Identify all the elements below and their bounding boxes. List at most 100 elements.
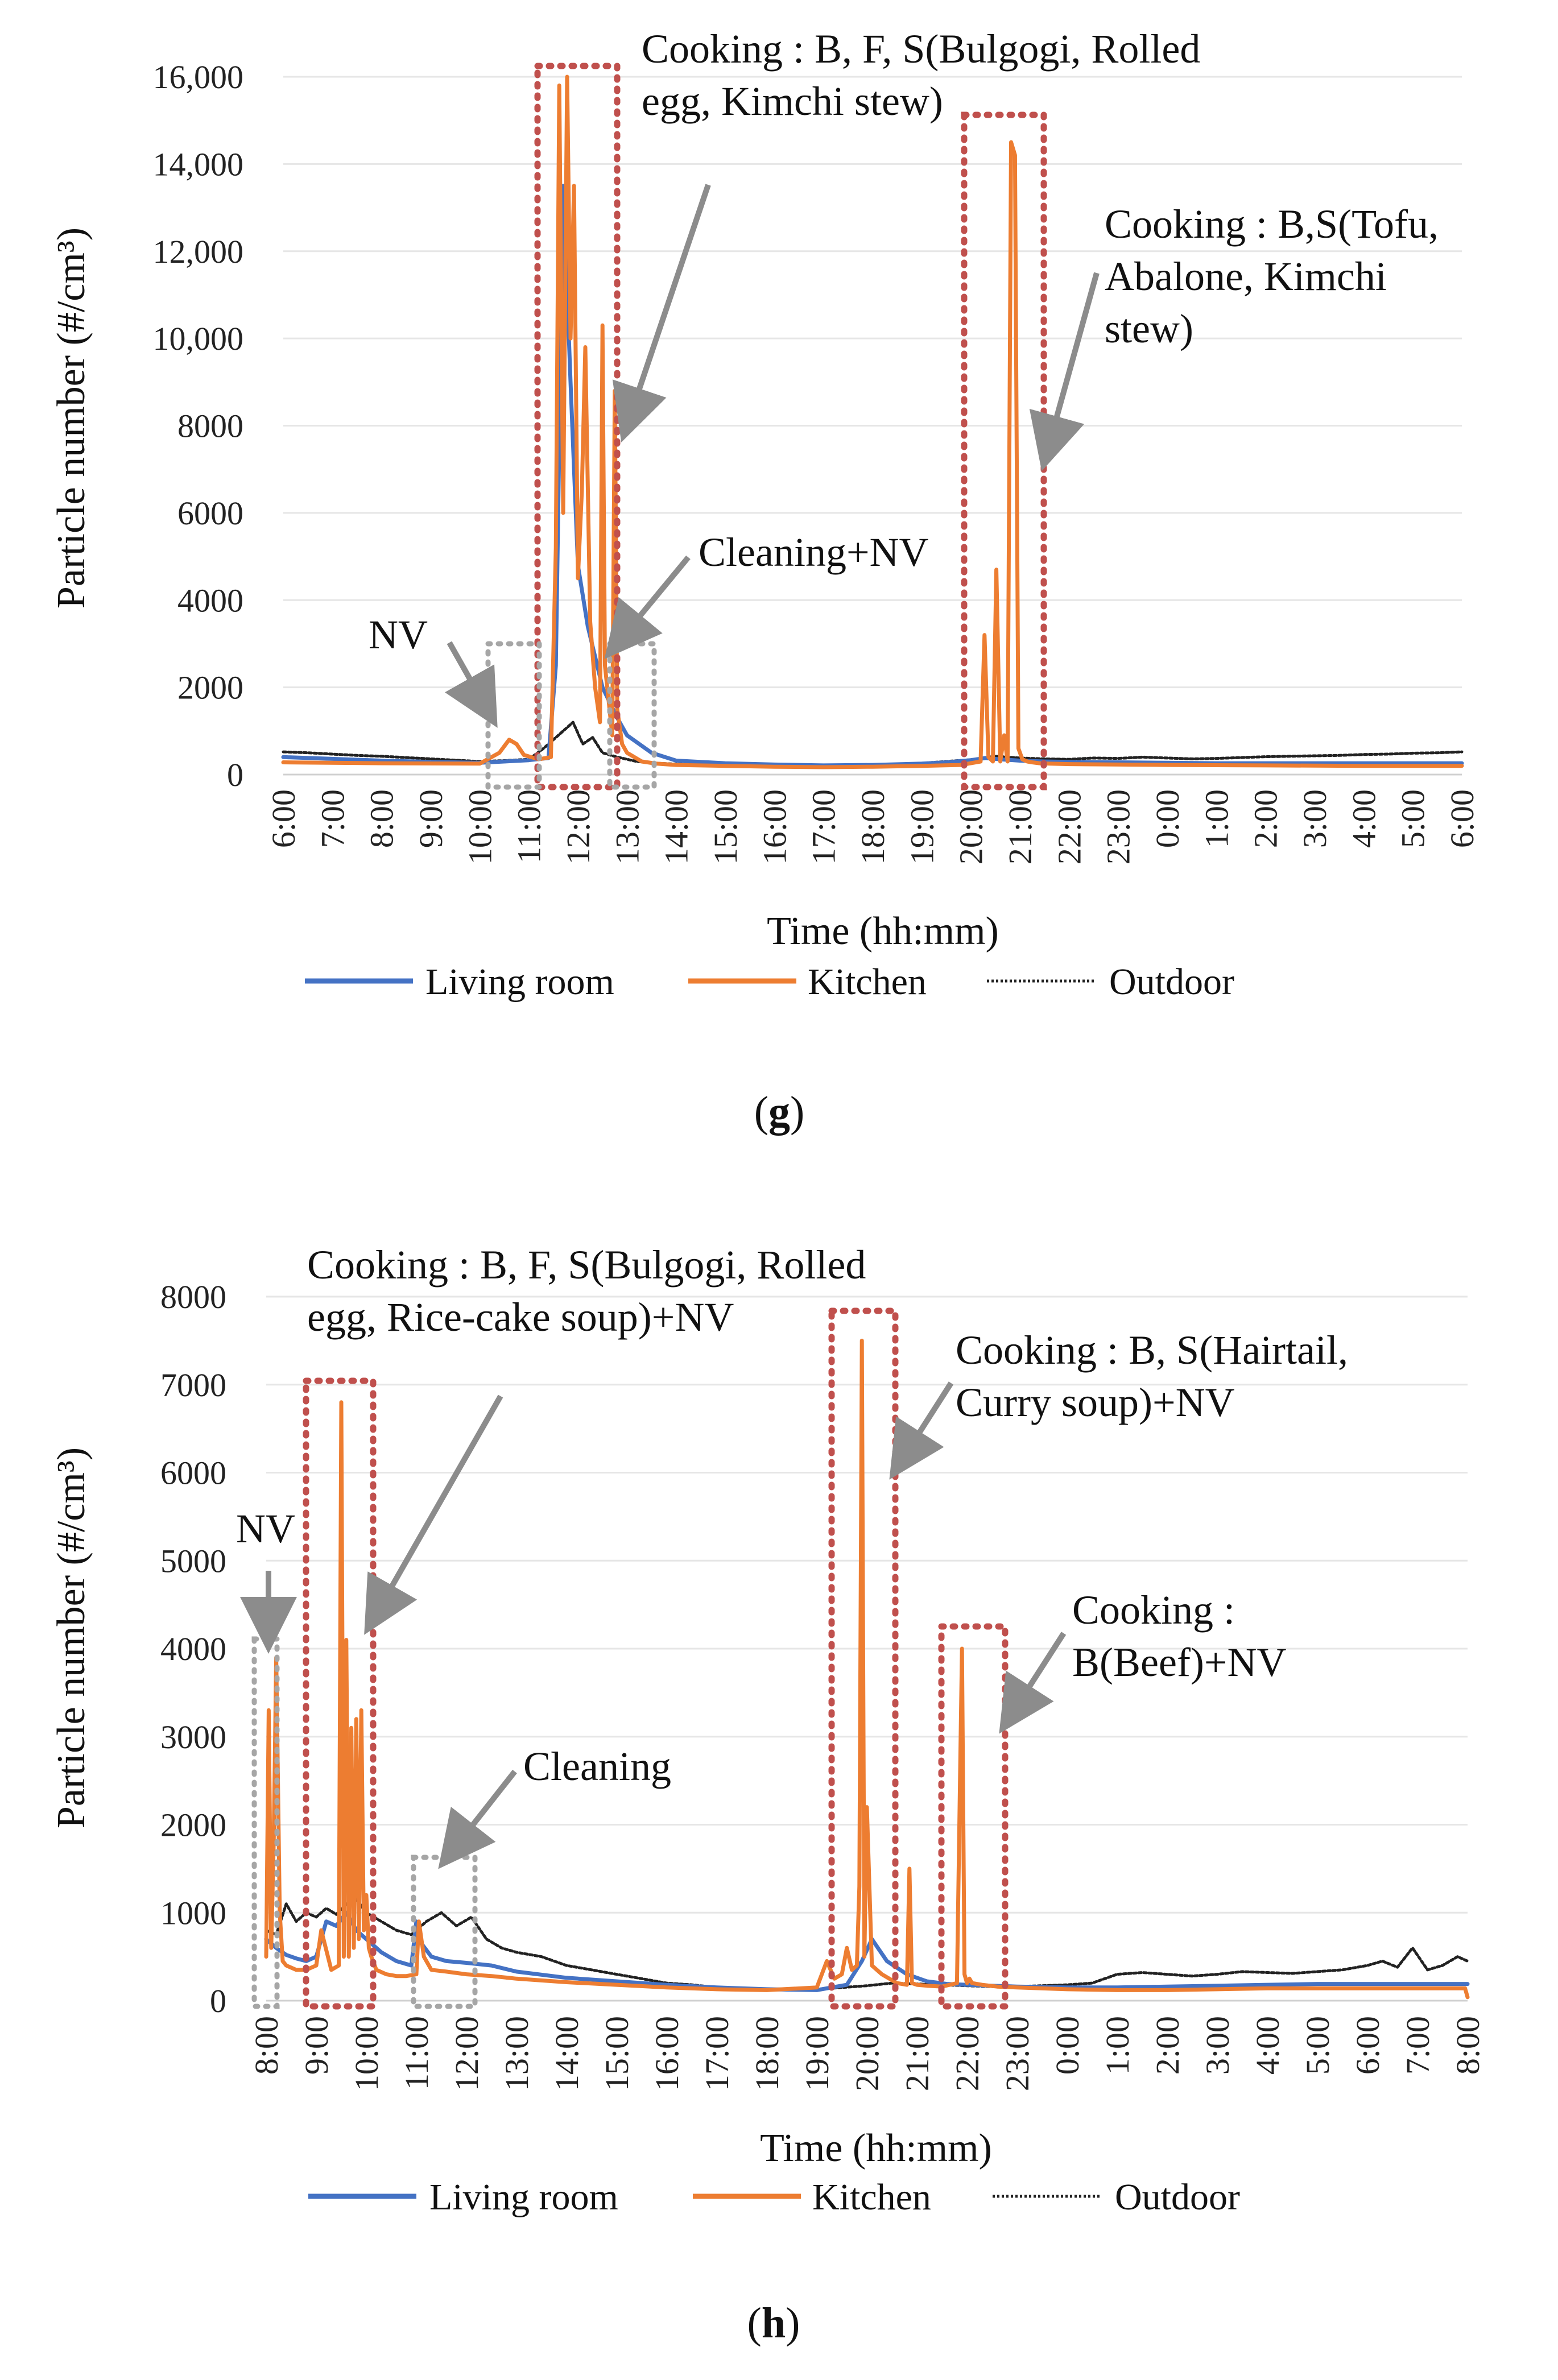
arrow-breakfast-h [364, 1394, 503, 1635]
x-tick-label: 23:00 [999, 2016, 1036, 2091]
x-tick-label: 1:00 [1099, 2016, 1136, 2075]
x-tick-label: 13:00 [609, 789, 646, 864]
y-tick-label: 1000 [160, 1894, 226, 1931]
y-tick-label: 6000 [177, 495, 243, 532]
event-box-dinner-h [828, 1307, 899, 2010]
x-tick-label: 14:00 [548, 2016, 585, 2091]
x-tick-label: 8:00 [1449, 2016, 1486, 2075]
x-tick-label: 6:00 [265, 789, 302, 848]
y-tick-label: 8000 [160, 1278, 226, 1315]
x-axis-title-g: Time (hh:mm) [767, 909, 999, 953]
x-tick-label: 19:00 [799, 2016, 836, 2091]
gridlines-g [283, 76, 1462, 776]
y-tick-label: 4000 [177, 582, 243, 619]
annotation-snack-h: Cooking : B(Beef)+NV [1072, 1587, 1287, 1685]
series-line-kitchen [264, 1338, 1470, 2000]
x-tick-label: 21:00 [1002, 789, 1039, 864]
legend-label-living-g: Living room [425, 961, 614, 1003]
x-tick-label: 5:00 [1299, 2016, 1336, 2075]
series-line-living [281, 184, 1464, 768]
y-tick-label: 4000 [160, 1630, 226, 1667]
x-tick-label: 8:00 [363, 789, 400, 848]
legend-h: Living room Kitchen Outdoor [308, 2176, 1240, 2218]
x-tick-labels-h: 8:00 9:00 10:00 11:00 12:00 13:00 14:00 15:00 16… [248, 2016, 1486, 2091]
x-tick-label: 17:00 [699, 2016, 735, 2091]
legend-label-living-h: Living room [429, 2176, 618, 2218]
x-tick-label: 20:00 [953, 789, 990, 864]
y-tick-labels-g: 0 2000 4000 6000 8000 10,000 12,000 14,000 16,00… [153, 59, 244, 793]
x-tick-label: 6:00 [1349, 2016, 1386, 2075]
annotation-nv-h: NV [236, 1506, 295, 1551]
x-tick-label: 12:00 [448, 2016, 485, 2091]
annotation-dinner-g: Cooking : B,S(Tofu, Abalone, Kimchi stew… [1105, 201, 1449, 351]
x-tick-label: 17:00 [805, 789, 842, 864]
x-tick-label: 0:00 [1049, 2016, 1086, 2075]
x-tick-label: 22:00 [1051, 789, 1088, 864]
event-box-snack-h [938, 1623, 1009, 2010]
x-tick-label: 13:00 [498, 2016, 535, 2091]
panel-label-g: (g) [754, 1088, 805, 1136]
x-tick-label: 15:00 [598, 2016, 635, 2091]
event-box-breakfast-h [303, 1377, 377, 2010]
x-tick-label: 8:00 [248, 2016, 285, 2075]
x-tick-label: 9:00 [412, 789, 449, 848]
x-tick-label: 20:00 [849, 2016, 886, 2091]
x-tick-label: 18:00 [854, 789, 891, 864]
event-box-dinner-g [961, 111, 1047, 790]
x-tick-label: 12:00 [560, 789, 597, 864]
series-line-kitchen [281, 74, 1464, 769]
arrow-lunch-g [612, 184, 711, 442]
x-tick-label: 2:00 [1149, 2016, 1186, 2075]
x-tick-label: 4:00 [1249, 2016, 1286, 2075]
nv-box-g [485, 641, 542, 790]
x-tick-label: 16:00 [648, 2016, 685, 2091]
x-tick-label: 1:00 [1198, 789, 1235, 848]
x-tick-labels-g: 6:00 7:00 8:00 9:00 10:00 11:00 12:00 13:00 14:0… [265, 789, 1481, 864]
y-tick-label: 0 [227, 756, 243, 793]
x-tick-label: 3:00 [1296, 789, 1333, 848]
annotation-cleaning-h: Cleaning [523, 1744, 671, 1789]
x-tick-label: 21:00 [899, 2016, 936, 2091]
x-axis-title-h: Time (hh:mm) [760, 2126, 992, 2170]
y-tick-label: 2000 [160, 1807, 226, 1844]
y-tick-labels-h: 0 1000 2000 3000 4000 5000 6000 7000 8000 [160, 1278, 226, 2019]
arrow-dinner-h [889, 1381, 954, 1480]
y-tick-label: 0 [210, 1982, 226, 2019]
arrow-snack-h [999, 1632, 1067, 1734]
x-tick-label: 7:00 [1399, 2016, 1436, 2075]
x-tick-label: 9:00 [298, 2016, 335, 2075]
x-tick-label: 16:00 [756, 789, 793, 864]
y-tick-label: 16,000 [153, 59, 244, 96]
series-line-living [264, 1910, 1470, 1992]
x-tick-label: 18:00 [749, 2016, 786, 2091]
x-tick-label: 15:00 [707, 789, 744, 864]
panel-label-h: (h) [747, 2299, 800, 2347]
legend-label-outdoor-g: Outdoor [1109, 961, 1234, 1003]
arrow-nv-g [444, 641, 498, 728]
arrow-dinner-g [1029, 272, 1100, 471]
x-tick-label: 11:00 [511, 789, 548, 863]
y-tick-label: 8000 [177, 408, 243, 445]
x-tick-label: 23:00 [1100, 789, 1137, 864]
x-tick-label: 3:00 [1199, 2016, 1236, 2075]
legend-label-kitchen-g: Kitchen [808, 961, 927, 1003]
chart-panel-h: 0 1000 2000 3000 4000 5000 6000 7000 8000 8:00 9:… [49, 1242, 1486, 2347]
annotation-nv-g: NV [369, 612, 428, 657]
y-tick-label: 2000 [177, 669, 243, 706]
x-tick-label: 6:00 [1444, 789, 1481, 848]
x-tick-label: 5:00 [1395, 789, 1432, 848]
y-tick-label: 10,000 [153, 320, 244, 357]
y-tick-label: 14,000 [153, 146, 244, 183]
y-tick-label: 3000 [160, 1719, 226, 1756]
x-tick-label: 7:00 [314, 789, 351, 848]
x-tick-label: 11:00 [398, 2016, 435, 2090]
legend-g: Living room Kitchen Outdoor [305, 961, 1234, 1003]
x-tick-label: 10:00 [348, 2016, 385, 2091]
x-tick-label: 19:00 [903, 789, 940, 864]
plot-area-g [281, 74, 1464, 769]
gridlines-h [266, 1295, 1468, 2002]
x-tick-label: 10:00 [461, 789, 498, 864]
x-tick-label: 4:00 [1345, 789, 1382, 848]
y-tick-label: 12,000 [153, 233, 244, 270]
